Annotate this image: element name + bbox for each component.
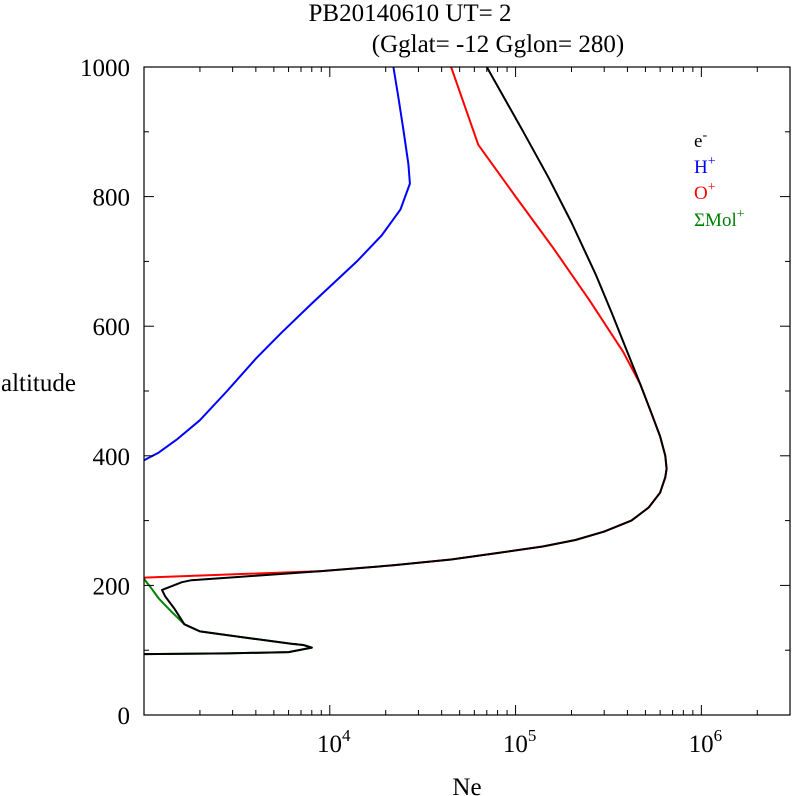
x-tick-base: 10 bbox=[317, 731, 342, 758]
legend-entry: ΣMol+ bbox=[694, 207, 745, 231]
x-tick-label: 104 bbox=[317, 726, 351, 758]
y-tick-label: 400 bbox=[93, 444, 131, 471]
chart-title: PB20140610 UT= 2 bbox=[308, 0, 511, 27]
legend-name: O bbox=[694, 183, 708, 204]
x-tick-exp: 4 bbox=[342, 726, 351, 745]
y-tick-label: 800 bbox=[93, 185, 131, 212]
y-tick-label: 0 bbox=[118, 703, 131, 730]
legend: e-H+O+ΣMol+ bbox=[694, 128, 745, 231]
legend-sup: - bbox=[702, 128, 707, 143]
plot-frame bbox=[143, 66, 791, 716]
series-line-0 bbox=[143, 66, 668, 656]
x-tick-label: 105 bbox=[503, 726, 537, 758]
y-axis-label: altitude bbox=[1, 370, 76, 397]
x-tick-base: 10 bbox=[689, 731, 714, 758]
y-tick-label: 600 bbox=[93, 314, 131, 341]
series-layer bbox=[143, 66, 668, 656]
x-tick-exp: 6 bbox=[714, 726, 723, 745]
legend-sup: + bbox=[708, 180, 716, 195]
x-tick-base: 10 bbox=[503, 731, 528, 758]
x-axis-label: Ne bbox=[452, 774, 481, 796]
legend-sup: + bbox=[737, 207, 745, 222]
legend-entry: H+ bbox=[694, 154, 716, 178]
y-tick-label: 1000 bbox=[80, 55, 130, 82]
legend-entry: O+ bbox=[694, 180, 716, 204]
chart-subtitle: (Gglat= -12 Gglon= 280) bbox=[372, 31, 624, 58]
y-tick-label: 200 bbox=[93, 573, 131, 600]
series-line-1 bbox=[143, 66, 411, 462]
legend-name: e bbox=[694, 131, 702, 152]
legend-entry: e- bbox=[694, 128, 707, 152]
x-tick-label: 106 bbox=[689, 726, 723, 758]
legend-name: H bbox=[694, 157, 708, 178]
legend-name: ΣMol bbox=[694, 210, 737, 231]
legend-sup: + bbox=[708, 154, 716, 169]
x-tick-exp: 5 bbox=[528, 726, 537, 745]
